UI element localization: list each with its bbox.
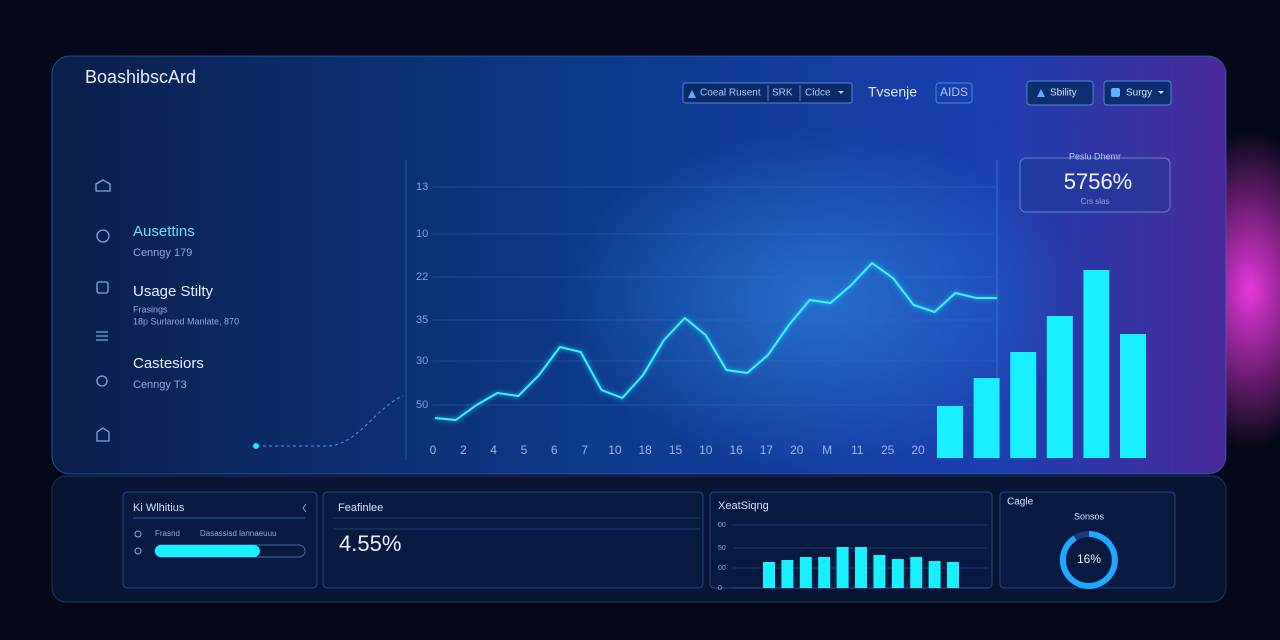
bar <box>928 561 941 588</box>
x-tick-label: 15 <box>669 443 683 457</box>
nav-subtitle: Cenngy 179 <box>133 247 192 259</box>
x-tick-label: 17 <box>760 443 774 457</box>
sidebar-icons <box>95 179 111 442</box>
bar <box>763 562 775 588</box>
x-tick-label: 18 <box>639 443 653 457</box>
x-tick-label: 6 <box>551 443 558 457</box>
bar <box>836 547 849 588</box>
bar <box>818 557 831 588</box>
bar <box>855 547 867 588</box>
nav-subtitle: Cenngy T3 <box>133 379 187 391</box>
y-tick-label: 50 <box>416 399 428 411</box>
field-label: Frasnd <box>155 529 180 538</box>
progress-fill <box>155 545 260 557</box>
bar <box>1120 334 1146 458</box>
icon <box>134 547 142 555</box>
card-subtitle: Sonsos <box>1074 511 1105 521</box>
y-tick-label: 35 <box>416 314 428 326</box>
sidebar-dot <box>253 443 259 449</box>
icon <box>688 90 696 98</box>
x-tick-label: M <box>822 443 832 457</box>
card <box>122 491 318 589</box>
dropdown-caret <box>1158 91 1164 94</box>
icon <box>96 427 110 442</box>
kpi-value: 5756% <box>1064 169 1133 194</box>
nav-subtitle: Frasings <box>133 304 168 314</box>
donut-arc <box>1059 531 1118 589</box>
x-tick-label: 5 <box>521 443 528 457</box>
kpi-box <box>1019 157 1171 213</box>
badge <box>935 82 973 104</box>
icon <box>1037 89 1045 97</box>
x-tick-label: 25 <box>881 443 895 457</box>
bar <box>891 559 904 588</box>
bar <box>1046 316 1073 458</box>
icon <box>96 331 108 341</box>
x-tick-label: 4 <box>490 443 497 457</box>
card-value: 4.55% <box>339 531 401 556</box>
card-title: XeatSiqng <box>718 500 769 512</box>
donut-label: 16% <box>1077 552 1101 566</box>
header-label: Tvsenje <box>868 84 917 100</box>
x-tick-label: 11 <box>851 443 864 457</box>
bar <box>873 555 886 588</box>
app-title: BoashibscArd <box>85 67 196 87</box>
nav-subtitle: 18p Surlarod Manlate, 870 <box>133 316 239 326</box>
badge-label: AIDS <box>940 85 968 99</box>
button-label: Surgy <box>1126 88 1152 99</box>
line <box>434 262 997 421</box>
field-label: Dasassisd lannaeuuu <box>200 529 277 538</box>
nav-title: Castesiors <box>133 355 204 372</box>
bar <box>1083 270 1110 458</box>
icon <box>96 281 109 294</box>
x-tick-label: 7 <box>581 443 588 457</box>
icon <box>95 179 111 192</box>
x-tick-label: 16 <box>729 443 743 457</box>
y-tick-label: 0 <box>718 585 722 592</box>
y-tick-label: 10 <box>416 228 428 240</box>
button[interactable] <box>1103 80 1172 106</box>
kpi-label: Peslu Dhemr <box>1069 151 1121 161</box>
kpi-note: Crs slas <box>1081 197 1110 206</box>
x-tick-label: 0 <box>430 443 437 457</box>
nav-title: Usage Stilty <box>133 283 214 300</box>
card-title: Cagle <box>1007 497 1034 508</box>
icon <box>1111 88 1120 97</box>
card <box>322 491 704 589</box>
x-tick-label: 10 <box>608 443 622 457</box>
y-tick-label: 50 <box>718 545 726 552</box>
icon <box>302 503 307 513</box>
icon <box>96 375 108 387</box>
y-tick-label: 30 <box>416 355 428 367</box>
control-label: SRK <box>772 88 793 99</box>
x-tick-label: 2 <box>460 443 467 457</box>
card-title: Feafinlee <box>338 502 383 514</box>
bar <box>1010 352 1037 458</box>
nav-title: Ausettins <box>133 223 195 240</box>
sidebar-trend <box>257 395 404 447</box>
button-label: Sbility <box>1050 88 1077 99</box>
x-tick-label: 10 <box>699 443 713 457</box>
bar <box>781 560 794 588</box>
bar <box>947 562 959 588</box>
y-tick-label: 22 <box>416 271 428 283</box>
icon <box>134 530 142 538</box>
x-tick-label: 20 <box>790 443 804 457</box>
control-label: Coeal Rusent <box>700 88 761 99</box>
x-tick-label: 20 <box>911 443 925 457</box>
bar <box>799 557 812 588</box>
y-tick-label: 13 <box>416 181 428 193</box>
dropdown-caret <box>838 91 844 94</box>
dropdown-label: Cidce <box>805 88 831 99</box>
button[interactable] <box>1026 80 1094 106</box>
y-tick-label: 00 <box>718 522 726 529</box>
bar <box>910 557 923 588</box>
bar <box>937 406 963 458</box>
y-tick-label: 00 <box>718 565 726 572</box>
icon <box>96 229 110 243</box>
bar <box>973 378 1000 458</box>
card-title: Ki Wlhitius <box>133 502 185 514</box>
